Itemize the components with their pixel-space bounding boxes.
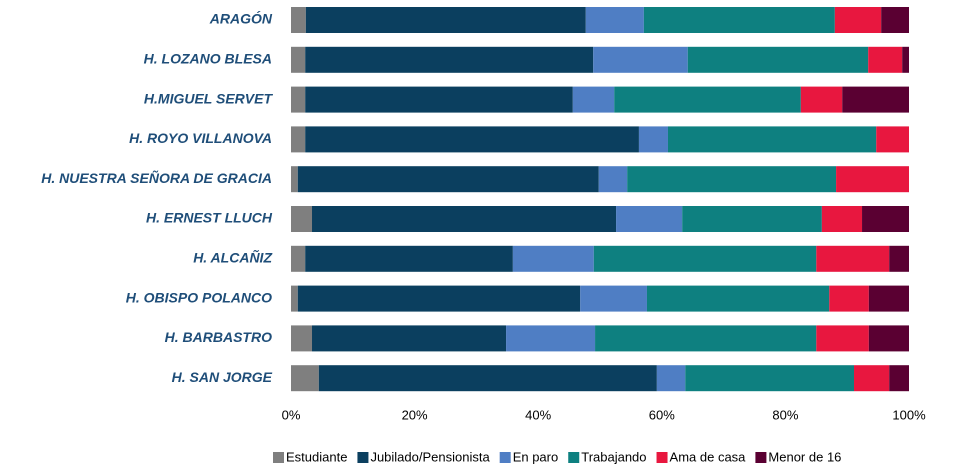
bar-segment — [646, 285, 830, 312]
x-tick-label: 20% — [402, 407, 428, 422]
x-tick-label: 60% — [649, 407, 675, 422]
x-tick-label: 0% — [282, 407, 301, 422]
category-label: ARAGÓN — [209, 10, 273, 27]
bar-segment — [291, 206, 313, 232]
category-label: H. OBISPO POLANCO — [126, 289, 272, 305]
bar-segment — [291, 46, 306, 73]
bar-segment — [593, 245, 817, 272]
bar-segment — [889, 245, 909, 272]
bar-segment — [305, 126, 639, 153]
bar-segment — [291, 325, 313, 352]
bar-segment — [291, 86, 306, 113]
bar-segment — [862, 206, 909, 232]
bar-segment — [312, 325, 507, 352]
bar-segment — [902, 46, 909, 73]
bar-segment — [312, 206, 617, 232]
legend-swatch — [656, 452, 668, 463]
bar-segment — [580, 285, 647, 312]
bar-segment — [685, 365, 854, 392]
bar-segment — [291, 166, 298, 193]
bar-segment — [305, 86, 573, 113]
bar-segment — [512, 245, 594, 272]
bar-segment — [291, 285, 298, 312]
category-label: H. ROYO VILLANOVA — [129, 130, 272, 146]
legend-swatch — [755, 452, 767, 463]
legend-label: Jubilado/Pensionista — [370, 449, 490, 464]
bar-segment — [829, 285, 869, 312]
bar-segment — [595, 325, 817, 352]
category-label: H. BARBASTRO — [165, 329, 272, 345]
x-tick-label: 80% — [772, 407, 798, 422]
bar-segment — [638, 126, 668, 153]
bar-segment — [821, 206, 863, 232]
category-label: H. ERNEST LLUCH — [146, 210, 273, 226]
legend-label: Trabajando — [581, 449, 646, 464]
bar-segment — [291, 7, 306, 33]
legend-swatch — [357, 452, 369, 463]
bar-segment — [297, 166, 599, 193]
bar-segment — [627, 166, 837, 193]
bar-segment — [868, 325, 909, 352]
bar-segment — [572, 86, 615, 113]
bar-segment — [305, 245, 513, 272]
bar-segment — [305, 46, 594, 73]
bar-segment — [585, 7, 644, 33]
bar-segment — [305, 7, 586, 33]
bar-segment — [816, 325, 869, 352]
bar-segment — [853, 365, 890, 392]
bar-segment — [318, 365, 657, 392]
legend-swatch — [568, 452, 580, 463]
bar-segment — [614, 86, 801, 113]
bar-segment — [868, 46, 903, 73]
legend-label: En paro — [513, 449, 559, 464]
bar-segment — [682, 206, 822, 232]
bar-segment — [593, 46, 688, 73]
bar-segment — [881, 7, 909, 33]
bar-segment — [506, 325, 596, 352]
bar-segment — [291, 126, 306, 153]
bar-segment — [687, 46, 869, 73]
bar-segment — [868, 285, 909, 312]
bar-segment — [889, 365, 909, 392]
bar-segment — [876, 126, 909, 153]
category-label: H.MIGUEL SERVET — [144, 90, 274, 106]
bar-segment — [643, 7, 835, 33]
bar-segment — [291, 245, 306, 272]
x-tick-label: 100% — [892, 407, 926, 422]
bar-segment — [297, 285, 581, 312]
bar-segment — [667, 126, 877, 153]
bar-segment — [598, 166, 628, 193]
legend-swatch — [499, 452, 511, 463]
legend-label: Ama de casa — [670, 449, 747, 464]
x-tick-label: 40% — [525, 407, 551, 422]
bar-segment — [836, 166, 909, 193]
bar-segment — [291, 365, 319, 392]
bar-segment — [834, 7, 882, 33]
bar-segment — [656, 365, 686, 392]
category-label: H. LOZANO BLESA — [144, 51, 272, 67]
category-label: H. NUESTRA SEÑORA DE GRACIA — [41, 169, 272, 186]
bar-segment — [816, 245, 890, 272]
legend-swatch — [273, 452, 284, 463]
bar-segment — [842, 86, 909, 113]
category-label: H. ALCAÑIZ — [193, 249, 272, 266]
category-label: H. SAN JORGE — [172, 369, 273, 385]
bar-segment — [800, 86, 843, 113]
bar-segment — [616, 206, 683, 232]
legend-label: Menor de 16 — [768, 449, 841, 464]
legend-label: Estudiante — [286, 449, 347, 464]
